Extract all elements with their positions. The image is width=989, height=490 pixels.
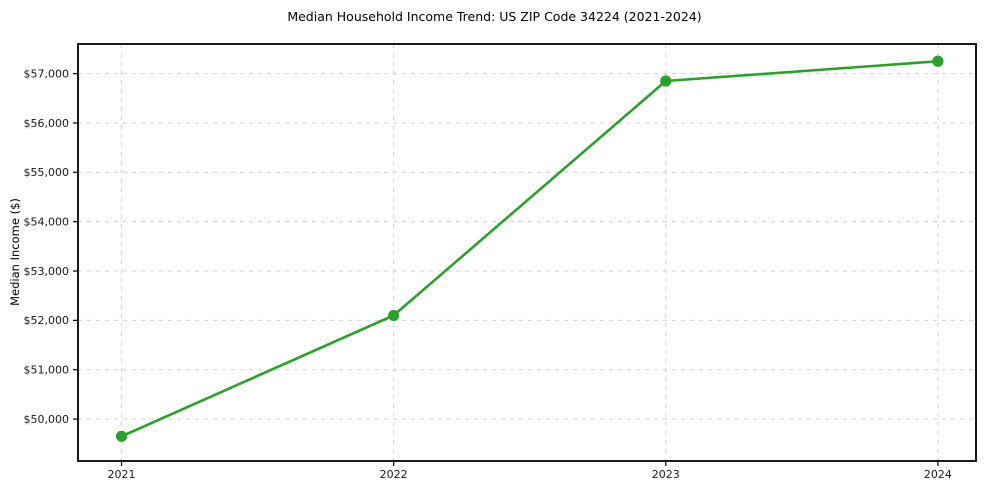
trend-line <box>120 59 940 438</box>
x-tick-label: 2021 <box>108 468 136 481</box>
chart-title: Median Household Income Trend: US ZIP Co… <box>287 9 702 24</box>
x-tick-label: 2022 <box>380 468 408 481</box>
x-tick-label: 2023 <box>652 468 680 481</box>
data-point-2021 <box>115 430 128 442</box>
data-point-2023 <box>660 75 672 87</box>
data-point-2022 <box>388 309 400 322</box>
y-tick-label: $52,000 <box>24 314 70 327</box>
y-tick-label: $54,000 <box>24 215 70 228</box>
plot-border <box>77 43 977 462</box>
y-tick-label: $56,000 <box>24 117 70 130</box>
y-tick-label: $51,000 <box>24 364 70 377</box>
y-tick-label: $53,000 <box>24 265 70 278</box>
data-point-2024 <box>932 55 944 67</box>
y-tick-label: $55,000 <box>24 166 70 179</box>
y-tick-label: $50,000 <box>24 413 70 426</box>
y-tick-label: $57,000 <box>24 67 70 80</box>
x-tick-label: 2024 <box>924 468 952 481</box>
